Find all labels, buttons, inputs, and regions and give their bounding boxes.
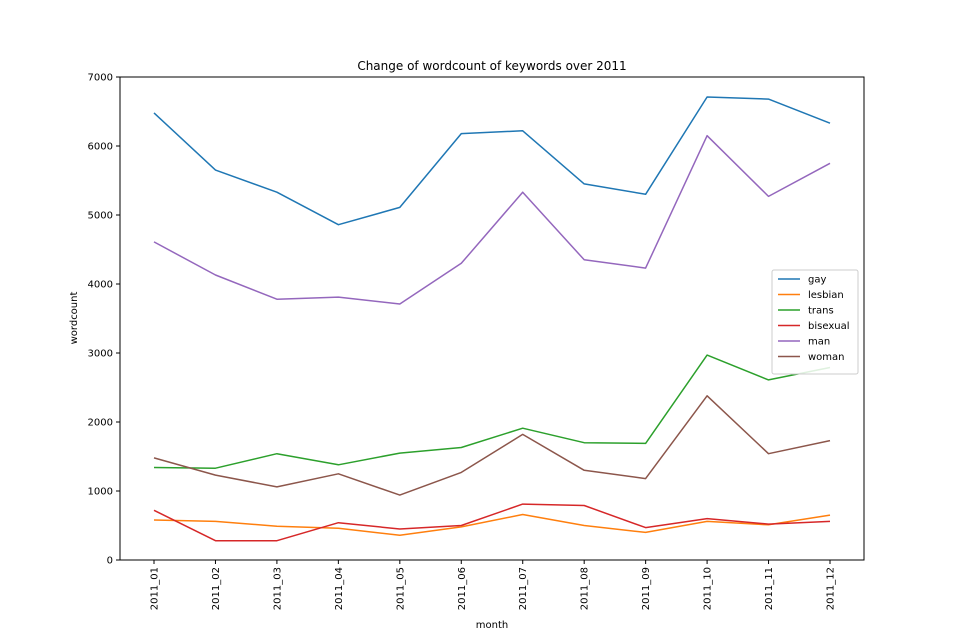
legend-label-gay: gay	[808, 275, 826, 286]
x-tick-label: 2011_10	[703, 567, 714, 610]
x-tick-label: 2011_07	[518, 567, 529, 610]
x-tick-label: 2011_06	[457, 567, 468, 610]
series-line-gay	[153, 96, 831, 226]
series-lines	[153, 96, 831, 542]
y-tick-label: 3000	[88, 349, 113, 360]
series-line-woman	[153, 395, 831, 496]
legend-label-lesbian: lesbian	[808, 290, 844, 301]
series-line-trans	[153, 354, 831, 469]
x-tick-label: 2011_01	[150, 567, 161, 610]
y-tick-label: 5000	[88, 211, 113, 222]
chart-title: Change of wordcount of keywords over 201…	[357, 59, 626, 73]
y-tick-label: 2000	[88, 418, 113, 429]
x-tick-label: 2011_04	[334, 567, 345, 610]
y-axis: 0 1000 2000 3000 4000 5000 6000 7000	[88, 73, 120, 567]
legend: gay lesbian trans bisexual man woman	[771, 269, 859, 375]
x-tick-label: 2011_03	[272, 567, 283, 610]
plot-frame	[119, 76, 865, 561]
x-tick-label: 2011_12	[826, 567, 837, 610]
x-axis: 2011_01 2011_02 2011_03 2011_04 2011_05 2011_…	[150, 560, 837, 610]
series-line-bisexual	[153, 503, 831, 542]
legend-label-bisexual: bisexual	[808, 321, 849, 332]
legend-label-trans: trans	[808, 306, 834, 317]
y-tick-label: 4000	[88, 280, 113, 291]
series-line-lesbian	[153, 513, 831, 536]
y-tick-label: 6000	[88, 142, 113, 153]
x-tick-label: 2011_05	[395, 567, 406, 610]
y-tick-label: 1000	[88, 487, 113, 498]
y-tick-label: 0	[107, 556, 113, 567]
legend-label-man: man	[808, 337, 830, 348]
series-line-man	[153, 134, 831, 305]
y-tick-label: 7000	[88, 73, 113, 84]
y-axis-label: wordcount	[69, 292, 80, 345]
x-axis-label: month	[476, 620, 508, 631]
legend-label-woman: woman	[808, 352, 845, 363]
legend-box	[771, 269, 859, 375]
x-tick-label: 2011_08	[580, 567, 591, 610]
x-tick-label: 2011_09	[641, 567, 652, 610]
x-tick-label: 2011_02	[211, 567, 222, 610]
x-tick-label: 2011_11	[764, 567, 775, 610]
